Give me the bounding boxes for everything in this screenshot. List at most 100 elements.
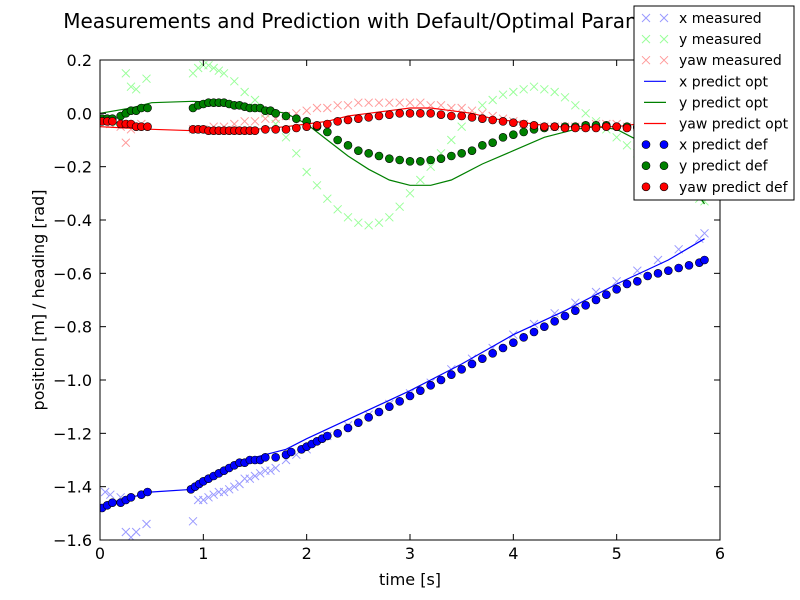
data-point — [570, 298, 580, 308]
data-point — [571, 306, 580, 315]
data-point — [374, 151, 384, 161]
data-point — [395, 98, 405, 108]
data-point — [405, 391, 415, 401]
data-point — [374, 98, 384, 108]
data-point — [260, 114, 270, 124]
data-point — [581, 301, 590, 310]
data-point — [261, 453, 270, 462]
data-point — [478, 141, 487, 150]
data-point — [312, 121, 322, 130]
data-point — [229, 119, 239, 129]
legend-label: yaw predict opt — [679, 117, 789, 133]
data-point — [204, 492, 213, 502]
data-point — [395, 202, 405, 212]
data-point — [271, 463, 281, 473]
data-point — [343, 115, 353, 125]
data-point — [354, 146, 363, 155]
data-point — [250, 471, 260, 481]
data-point — [143, 103, 152, 113]
data-point — [142, 74, 151, 84]
data-point — [416, 109, 425, 118]
data-point — [622, 140, 632, 150]
data-point — [126, 82, 136, 92]
data-point — [700, 255, 709, 265]
data-point — [415, 98, 425, 108]
data-point — [374, 407, 384, 417]
data-point — [143, 487, 152, 497]
data-point — [343, 423, 353, 433]
x-axis-label: time [s] — [379, 570, 441, 589]
data-point — [457, 365, 466, 374]
data-point — [343, 212, 353, 222]
y-tick-label: −1.6 — [53, 531, 92, 550]
data-point — [519, 333, 528, 342]
data-point — [384, 98, 394, 108]
data-point — [643, 271, 652, 281]
data-point — [581, 108, 591, 118]
data-point — [353, 218, 363, 228]
data-point — [560, 311, 570, 321]
data-point — [591, 287, 601, 297]
data-point — [105, 490, 115, 500]
data-point — [333, 117, 342, 126]
data-point — [322, 103, 332, 113]
legend-entry-x-predict-def: x predict def — [641, 138, 769, 154]
data-point — [447, 151, 456, 161]
data-point — [426, 381, 435, 390]
data-point — [653, 255, 663, 265]
y-tick-label: 0.0 — [67, 104, 92, 123]
data-point — [108, 117, 117, 126]
data-point — [333, 100, 343, 110]
data-point — [508, 87, 518, 97]
data-point — [633, 277, 642, 286]
data-point — [219, 487, 229, 497]
data-point — [292, 114, 301, 123]
data-point — [354, 114, 363, 123]
data-point — [478, 114, 487, 123]
y-tick-label: 0.2 — [67, 51, 92, 70]
data-point — [426, 162, 436, 172]
data-point — [529, 82, 539, 92]
series-y-measured — [100, 60, 709, 230]
legend-swatch — [659, 13, 669, 23]
data-point — [364, 98, 374, 108]
data-point — [395, 109, 404, 118]
data-point — [385, 154, 394, 163]
data-point — [467, 146, 477, 155]
data-point — [519, 84, 529, 94]
data-point — [446, 135, 456, 145]
data-point — [261, 125, 270, 134]
legend-swatch — [641, 13, 651, 23]
data-point — [664, 266, 673, 275]
data-point — [436, 375, 446, 385]
legend-label: yaw predict def — [679, 180, 789, 196]
data-point — [519, 119, 528, 129]
data-point — [323, 431, 332, 441]
data-point — [333, 204, 343, 214]
legend-entry-yaw-predict-def: yaw predict def — [641, 180, 789, 196]
data-point — [488, 349, 497, 358]
data-point — [498, 133, 508, 142]
data-point — [364, 149, 373, 158]
data-point — [292, 123, 301, 133]
data-point — [415, 175, 425, 185]
y-tick-label: −1.4 — [53, 478, 92, 497]
data-point — [271, 109, 280, 118]
data-point — [100, 487, 110, 497]
data-point — [240, 116, 250, 126]
data-point — [121, 68, 131, 78]
legend-label: x measured — [679, 11, 762, 27]
x-tick-label: 5 — [612, 544, 622, 563]
data-point — [498, 90, 508, 100]
x-tick-label: 0 — [95, 544, 105, 563]
data-point — [126, 493, 136, 502]
data-point — [498, 117, 508, 126]
data-point — [143, 122, 152, 131]
legend-entry-yaw-predict-opt: yaw predict opt — [644, 117, 789, 133]
chart-marks — [100, 60, 709, 540]
data-point — [131, 527, 141, 537]
data-point — [131, 84, 141, 94]
data-point — [602, 122, 611, 131]
data-point — [343, 141, 353, 150]
data-point — [271, 125, 280, 134]
